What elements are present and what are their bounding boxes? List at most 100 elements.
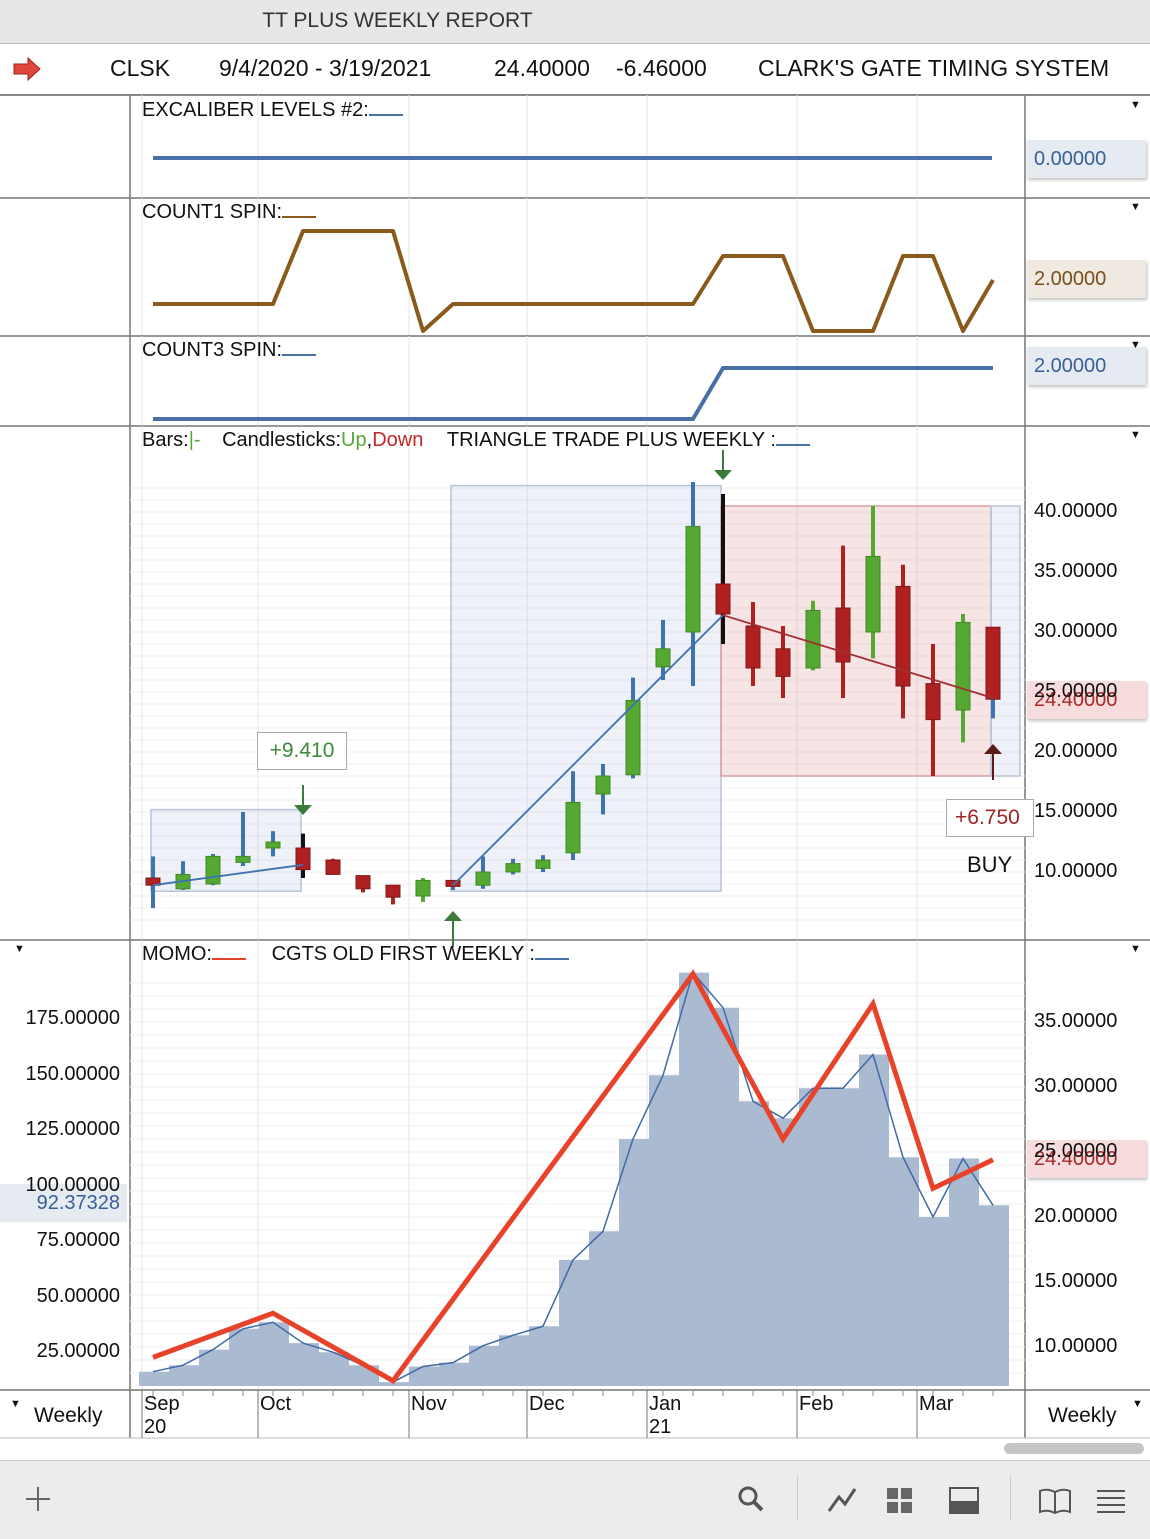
date-range-label: 9/4/2020 - 3/19/2021	[219, 55, 432, 81]
momo-right-value-box: 24.40000	[1027, 1140, 1146, 1178]
panel-layout-icon[interactable]	[949, 1487, 979, 1515]
x-month-label: Jan	[649, 1393, 682, 1415]
bottom-toolbar	[0, 1460, 1150, 1539]
up-zone	[450, 484, 722, 892]
momo-left-menu-arrow-icon[interactable]: ▼	[14, 943, 25, 955]
price-y-tick: 15.00000	[1034, 800, 1118, 822]
price-last-value-box: 24.40000	[1027, 681, 1146, 719]
down-label: Down	[372, 429, 424, 451]
down-zone	[720, 505, 992, 777]
price-y-tick: 35.00000	[1034, 560, 1118, 582]
book-icon[interactable]	[1038, 1487, 1072, 1515]
candle-body	[385, 884, 401, 898]
toolbar-divider	[1010, 1475, 1011, 1521]
candle-body	[625, 699, 641, 776]
x-month-label: Dec	[529, 1393, 565, 1415]
count1-title-text: COUNT1 SPIN:	[142, 201, 283, 223]
window-title: TT PLUS WEEKLY REPORT	[262, 9, 533, 32]
change-label: -6.46000	[616, 55, 707, 81]
period-right-arrow-icon[interactable]: ▼	[1132, 1398, 1143, 1410]
draw-line-icon[interactable]	[826, 1485, 858, 1515]
list-menu-icon[interactable]	[1096, 1489, 1126, 1513]
momo-menu-arrow-icon[interactable]: ▼	[1130, 943, 1141, 955]
candle-body	[985, 626, 1001, 700]
excaliber-panel-title[interactable]: EXCALIBER LEVELS #2:	[142, 99, 403, 122]
momo-right-y-tick: 30.00000	[1034, 1075, 1118, 1097]
period-left-selector[interactable]: Weekly	[34, 1404, 103, 1427]
candle-body	[955, 621, 971, 711]
candle-body	[205, 855, 221, 885]
cgts-step-area	[139, 972, 1009, 1386]
candle-body	[715, 583, 731, 615]
price-y-tick: 25.00000	[1034, 680, 1118, 702]
momo-left-y-tick: 75.00000	[36, 1229, 120, 1251]
x-year-label: 20	[144, 1416, 167, 1438]
add-icon[interactable]	[24, 1485, 52, 1513]
momo-right-y-tick: 25.00000	[1034, 1140, 1118, 1162]
momo-left-y-tick: 125.00000	[25, 1118, 120, 1140]
candle-body	[685, 525, 701, 633]
count1-menu-arrow-icon[interactable]: ▼	[1130, 201, 1141, 213]
cgts-line	[152, 971, 994, 1383]
triangle-legend-swatch	[775, 430, 810, 446]
count3-legend-swatch	[282, 340, 317, 356]
candle-body	[235, 855, 251, 863]
search-icon[interactable]	[737, 1485, 765, 1513]
excaliber-value-box: 0.00000	[1027, 140, 1146, 178]
chart-canvas[interactable]	[0, 0, 1150, 1460]
up-zone	[150, 808, 302, 892]
triangle-trend-line	[152, 863, 304, 887]
count3-panel-title[interactable]: COUNT3 SPIN:	[142, 339, 317, 362]
count3-title-text: COUNT3 SPIN:	[142, 339, 283, 361]
price-menu-arrow-icon[interactable]: ▼	[1130, 429, 1141, 441]
candle-body	[445, 879, 461, 887]
count3-menu-arrow-icon[interactable]: ▼	[1130, 339, 1141, 351]
buy-arrow-head	[444, 911, 462, 921]
price-panel-title[interactable]: Bars:|- Candlesticks:Up,Down TRIANGLE TR…	[142, 429, 810, 452]
momo-legend-swatch	[212, 944, 246, 960]
momo-right-y-tick: 15.00000	[1034, 1270, 1118, 1292]
candle-body	[565, 801, 581, 854]
momo-panel-title[interactable]: MOMO: CGTS OLD FIRST WEEKLY :	[142, 943, 569, 966]
horizontal-scrollbar[interactable]	[1004, 1443, 1144, 1454]
cgts-legend-swatch	[534, 944, 569, 960]
period-right-selector[interactable]: Weekly	[1048, 1404, 1117, 1427]
excaliber-title-text: EXCALIBER LEVELS #2:	[142, 99, 369, 121]
x-month-label: Nov	[411, 1393, 447, 1415]
price-y-tick: 20.00000	[1034, 740, 1118, 762]
excaliber-legend-swatch	[368, 100, 403, 116]
count3-line	[153, 366, 993, 421]
toolbar-divider	[797, 1475, 798, 1521]
grid-icon[interactable]	[886, 1487, 914, 1515]
momo-left-y-tick: 175.00000	[25, 1007, 120, 1029]
price-y-tick: 30.00000	[1034, 620, 1118, 642]
buy-annotation: BUY	[967, 852, 1013, 877]
x-year-label: 21	[649, 1416, 672, 1438]
excaliber-menu-arrow-icon[interactable]: ▼	[1130, 99, 1141, 111]
momo-left-y-tick: 50.00000	[36, 1284, 120, 1307]
candle-body	[805, 609, 821, 669]
candle-body	[745, 625, 761, 669]
momo-right-y-tick: 35.00000	[1034, 1010, 1118, 1032]
red-arrow-icon[interactable]	[12, 57, 42, 81]
momo-left-value-box: 92.37328	[0, 1184, 127, 1222]
candle-body	[415, 879, 431, 897]
sell-arrow-head	[714, 470, 732, 480]
last-price-label: 24.40000	[494, 55, 590, 81]
momo-left-y-tick: 150.00000	[25, 1062, 120, 1085]
candle-body	[865, 555, 881, 633]
up-label: Up	[341, 429, 367, 451]
x-month-label: Mar	[919, 1393, 954, 1415]
period-left-arrow-icon[interactable]: ▼	[10, 1398, 21, 1410]
candle-body	[655, 648, 671, 668]
candle-body	[325, 859, 341, 875]
candle-body	[925, 683, 941, 721]
triangle-trend-line	[722, 614, 994, 699]
candle-body	[535, 859, 551, 869]
count3-value-box: 2.00000	[1027, 347, 1146, 385]
count1-panel-title[interactable]: COUNT1 SPIN:	[142, 201, 317, 224]
momo-line	[152, 969, 995, 1385]
gain-annotation: +9.410	[257, 732, 347, 770]
symbol-label[interactable]: CLSK	[110, 55, 171, 81]
momo-left-y-tick: 25.00000	[36, 1340, 120, 1362]
